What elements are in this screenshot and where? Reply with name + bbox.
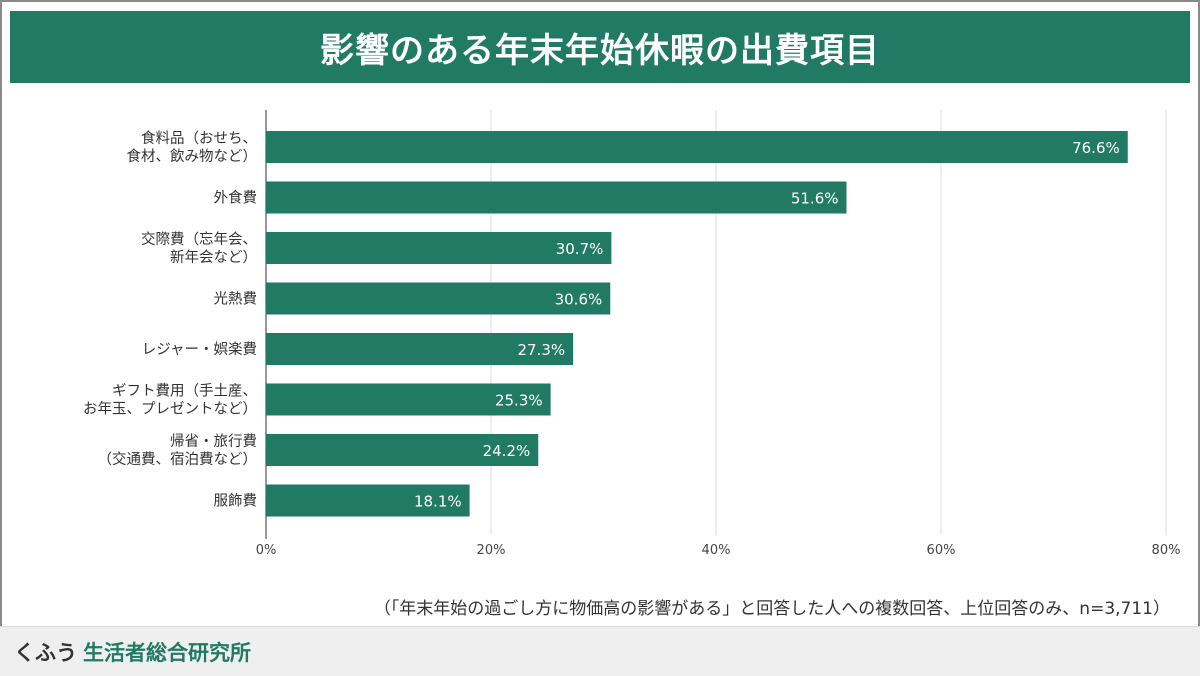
bar-value-label: 27.3% [517,341,565,359]
category-label: ギフト費用（手土産、 [112,383,257,400]
bar [266,181,847,214]
category-label: （交通費、宿泊費など） [98,450,258,468]
chart-title: 影響のある年末年始休暇の出費項目 [320,30,880,71]
bar-value-label: 25.3% [495,392,543,410]
category-label: 外食費 [214,190,258,207]
category-label: 服飾費 [214,493,258,510]
bar [266,282,611,315]
category-label: お年玉、プレゼントなど） [83,401,257,418]
footer-bar: くふう 生活者総合研究所 [0,626,1200,676]
brand-kana: くふう [14,640,77,665]
category-label: レジャー・娯楽費 [142,341,257,358]
bar-chart: 0% 20% 40% 60% 80% 76.6% 食料品（おせち、食材、飲み物など） 51.6… [83,110,1181,558]
title-banner: 影響のある年末年始休暇の出費項目 [10,11,1190,83]
x-tick-label: 80% [1152,543,1181,558]
bar-value-label: 24.2% [483,442,531,460]
bar [266,232,612,264]
category-label: 光熱費 [214,291,258,308]
category-label: 交際費（忘年会、 [141,230,257,248]
bar [266,383,551,416]
footnote: （「年末年始の過ごし方に物価高の影響がある」と回答した人への複数回答、上位回答の… [373,599,1170,619]
bar [266,333,574,365]
category-label: 食料品（おせち、 [141,130,257,147]
bar-value-label: 30.6% [555,291,603,309]
bar [266,434,539,466]
bar-value-label: 30.7% [556,240,604,258]
x-tick-label: 20% [477,543,506,558]
bar [266,484,470,517]
bar [266,131,1128,163]
bar-value-label: 76.6% [1072,139,1120,157]
brand-name: 生活者総合研究所 [83,640,251,665]
category-label: 食材、飲み物など） [127,148,258,165]
bar-value-label: 18.1% [414,493,462,511]
x-tick-label: 60% [927,543,956,558]
bar-value-label: 51.6% [791,190,839,208]
x-tick-label: 0% [256,543,277,558]
category-label: 帰省・旅行費 [170,432,257,450]
x-tick-label: 40% [702,543,731,558]
category-label: 新年会など） [170,249,257,266]
